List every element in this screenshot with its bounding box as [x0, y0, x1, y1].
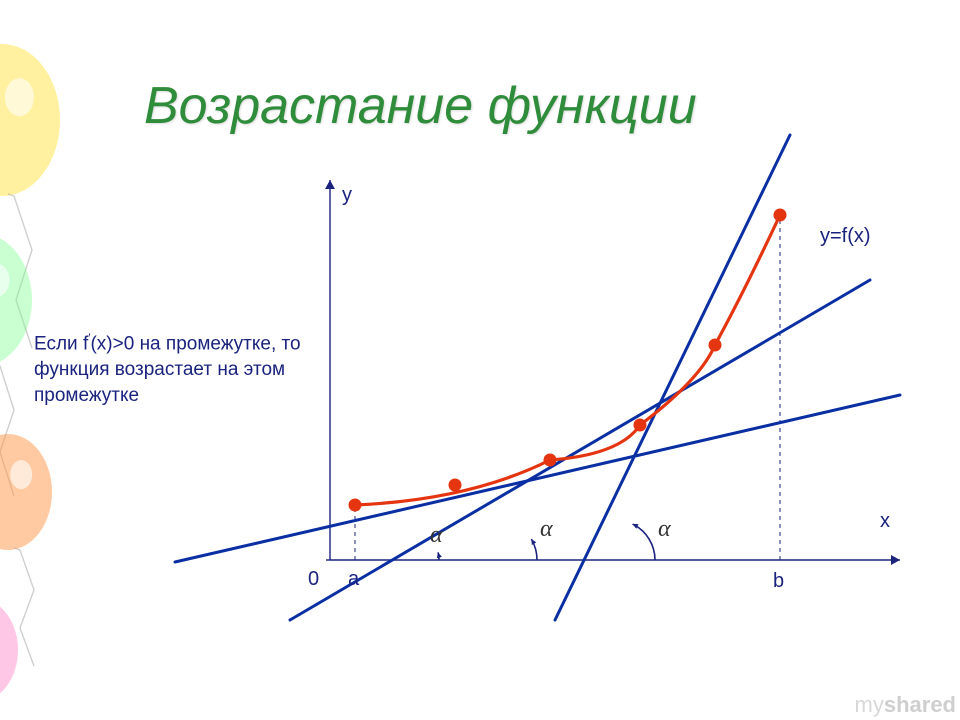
x-axis-label: x	[880, 510, 890, 533]
origin-label: 0	[308, 568, 319, 591]
watermark-bold: shared	[884, 692, 956, 717]
angle-alpha-1: α	[430, 522, 443, 549]
point-b-label: b	[773, 570, 784, 593]
point-a-label: a	[348, 568, 359, 591]
y-axis-label: y	[342, 184, 352, 207]
angle-alpha-2: α	[540, 516, 553, 543]
slide-root: Возрастание функции Если f′(x)>0 на пром…	[0, 0, 960, 720]
chart-canvas	[0, 0, 960, 720]
angle-alpha-3: α	[658, 516, 671, 543]
watermark-plain: my	[855, 692, 884, 717]
curve-label: y=f(x)	[820, 225, 871, 248]
watermark: myshared	[855, 692, 956, 718]
